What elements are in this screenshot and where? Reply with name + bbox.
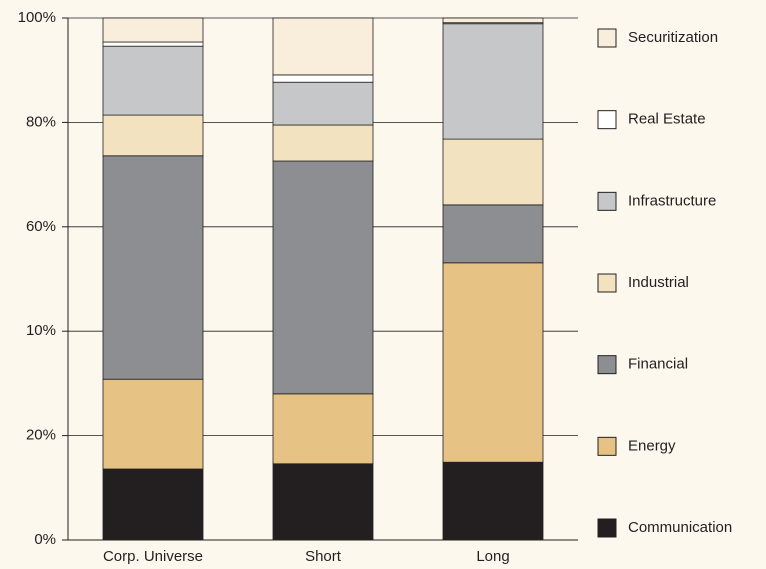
legend-swatch [597, 28, 617, 48]
bar-segment [442, 204, 544, 264]
x-tick-label: Long [476, 548, 509, 565]
bar-segment [442, 138, 544, 206]
y-tick-label: 100% [18, 9, 56, 26]
bar-segment [272, 124, 374, 162]
legend-swatch [597, 191, 617, 211]
bar-segment [102, 17, 204, 43]
bar-segment [272, 17, 374, 76]
legend-label: Real Estate [628, 111, 706, 128]
bar-segment [102, 114, 204, 157]
legend-swatch [597, 355, 617, 375]
legend-label: Communication [628, 519, 732, 536]
legend-swatch [597, 436, 617, 456]
legend-label: Financial [628, 356, 688, 373]
bar-segment [442, 23, 544, 140]
legend-label: Energy [628, 437, 676, 454]
bar-segment [102, 45, 204, 116]
y-tick-label: 20% [26, 427, 56, 444]
legend-swatch [597, 110, 617, 130]
legend-label: Securitization [628, 29, 718, 46]
bar-segment [272, 74, 374, 83]
y-tick-label: 10% [26, 322, 56, 339]
bar-segment [102, 41, 204, 47]
legend-swatch [597, 518, 617, 538]
y-tick-label: 80% [26, 113, 56, 130]
bar-segment [102, 155, 204, 380]
x-tick-label: Corp. Universe [103, 548, 203, 565]
x-tick-label: Short [305, 548, 342, 565]
legend-swatch [597, 273, 617, 293]
y-tick-label: 60% [26, 218, 56, 235]
bar-segment [272, 463, 374, 541]
bar-segment [272, 160, 374, 395]
bar-segment [272, 393, 374, 465]
bar-segment [102, 468, 204, 541]
bar-segment [442, 461, 544, 541]
bar-segment [272, 81, 374, 126]
legend-label: Infrastructure [628, 192, 716, 209]
bar-segment [102, 378, 204, 470]
bar-segment [442, 17, 544, 24]
y-tick-label: 0% [34, 531, 56, 548]
legend-label: Industrial [628, 274, 689, 291]
bar-segment [442, 262, 544, 463]
